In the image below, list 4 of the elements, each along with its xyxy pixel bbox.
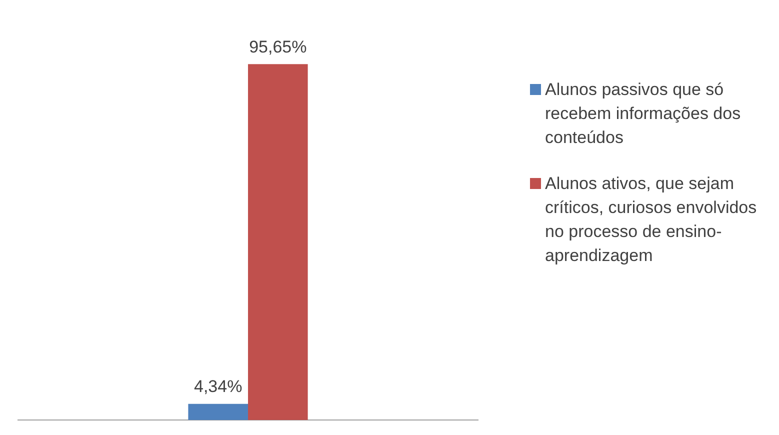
data-label: 95,65% — [249, 37, 307, 56]
legend-label: Alunos ativos, que sejam críticos, curiosos envolvidos no processo de ensino-aprendizagem — [545, 173, 758, 267]
data-label: 4,34% — [194, 377, 242, 396]
legend-label: Alunos passivos que só recebem informações dos conteúdos — [545, 79, 742, 149]
